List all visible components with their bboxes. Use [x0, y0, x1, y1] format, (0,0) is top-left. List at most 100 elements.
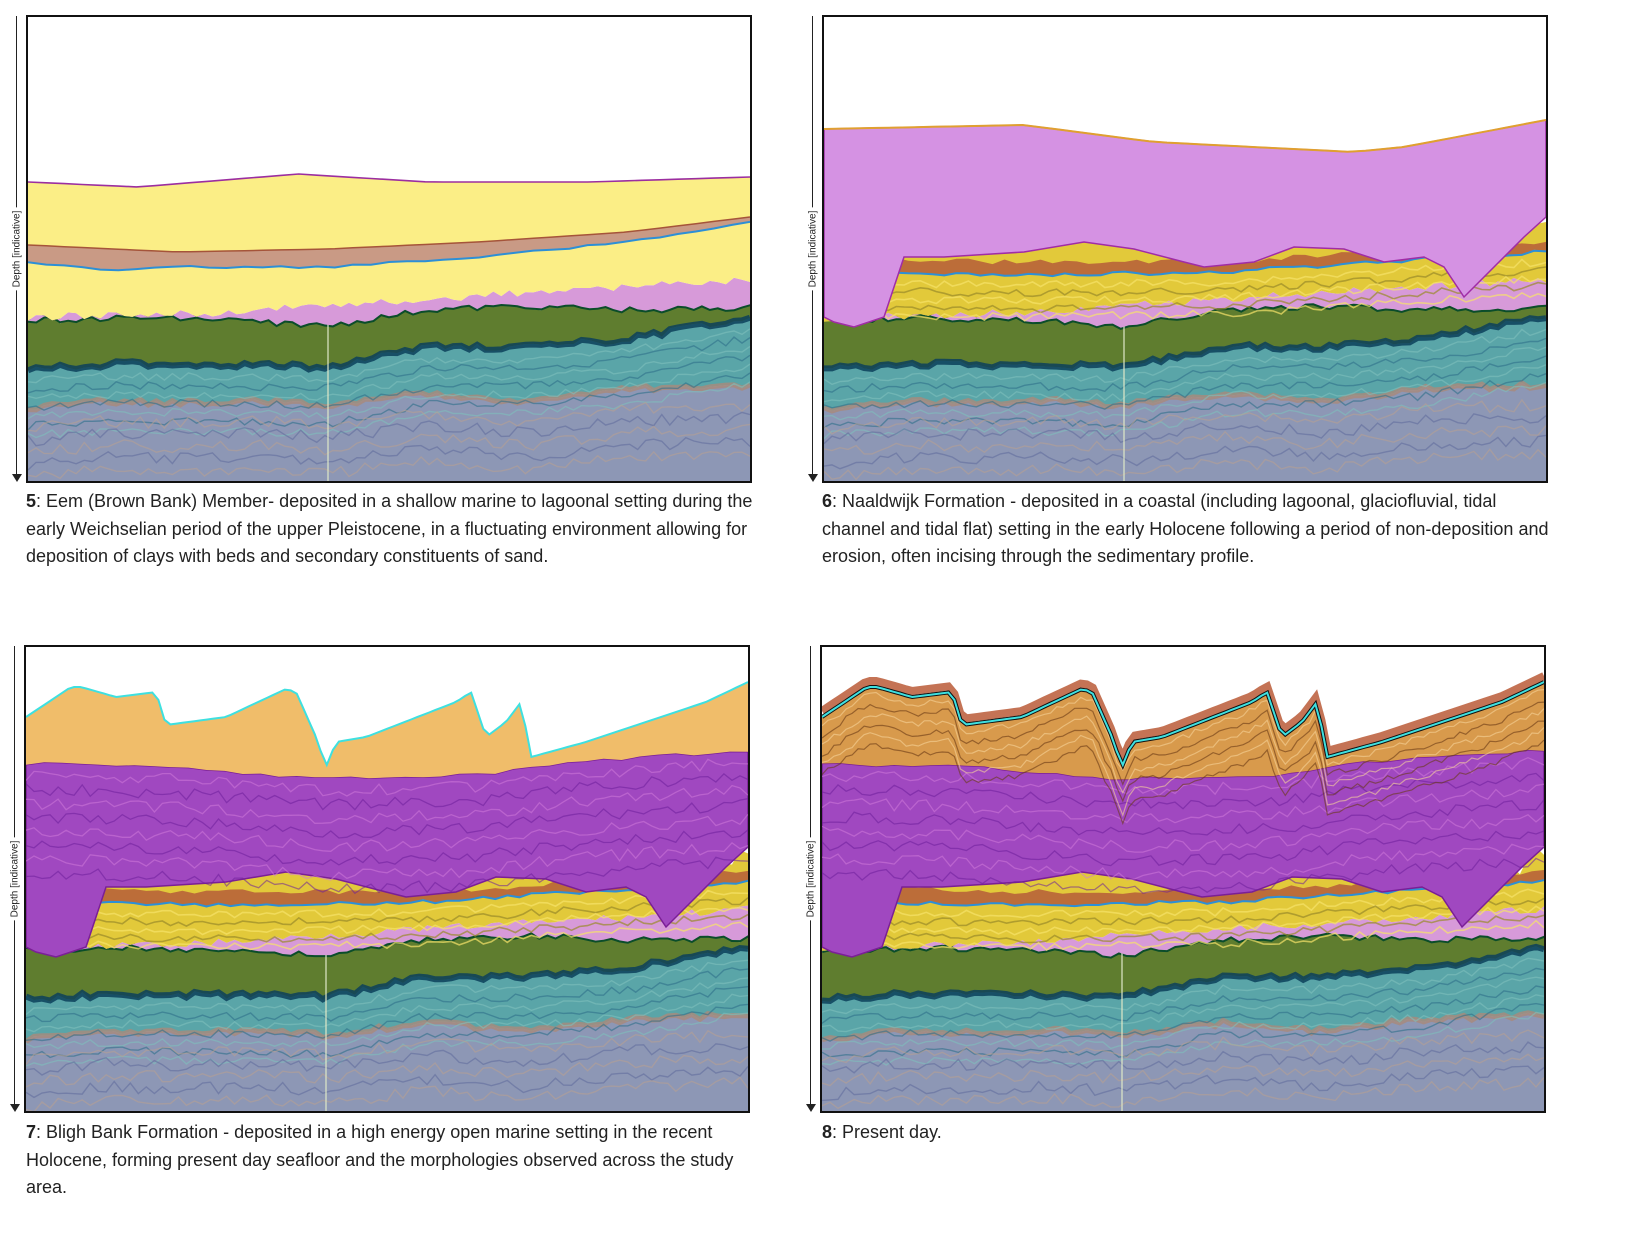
seismic-reflector	[822, 772, 1544, 810]
seismic-reflector	[822, 914, 1544, 944]
seafloor-horizon	[26, 681, 748, 768]
seismic-reflector	[822, 830, 1544, 867]
seismic-reflector	[26, 906, 748, 936]
seismic-reflector	[822, 814, 1544, 853]
seismic-reflector	[26, 897, 748, 927]
seismic-reflector	[822, 957, 1544, 1015]
seismic-reflector	[824, 413, 1546, 445]
dark-blue-horizon	[26, 944, 748, 1004]
cross-section-8	[820, 645, 1546, 1113]
seismic-reflector	[28, 436, 750, 471]
cross-section-svg-7	[26, 647, 748, 1111]
cross-section-svg-8	[822, 647, 1544, 1111]
brown-clay-band	[26, 870, 748, 908]
seismic-reflector	[28, 411, 750, 447]
seismic-reflector	[822, 843, 1544, 881]
seismic-reflector	[824, 328, 1546, 386]
caption-number: 6	[822, 491, 833, 511]
seismic-reflector	[824, 373, 1546, 429]
seismic-reflector	[824, 448, 1546, 481]
depth-axis: Depth [indicative]	[6, 16, 28, 482]
seafloor-texture	[822, 672, 1544, 770]
seismic-reflector	[822, 708, 1544, 794]
seismic-reflector	[822, 985, 1544, 1042]
seismic-reflector	[822, 783, 1544, 824]
seismic-reflector	[822, 799, 1544, 836]
seismic-reflector	[26, 986, 748, 1042]
seismic-reflector	[822, 1011, 1544, 1066]
seismic-reflector	[822, 905, 1544, 936]
seismic-reflector	[26, 856, 748, 895]
caption-7: 7: Bligh Bank Formation - deposited in a…	[26, 1119, 756, 1202]
seismic-reflector	[26, 1076, 748, 1111]
seismic-reflector	[822, 720, 1544, 803]
seismic-reflector	[822, 1065, 1544, 1102]
teal-unit	[824, 317, 1546, 411]
caption-number: 5	[26, 491, 37, 511]
seismic-reflector	[28, 336, 750, 394]
seismic-reflector	[822, 919, 1544, 952]
depth-axis-label: Depth [indicative]	[9, 837, 21, 921]
clay-top-horizon	[28, 216, 750, 253]
dark-blue-horizon	[28, 314, 750, 374]
arrow-down-icon	[806, 1104, 816, 1112]
seismic-reflector	[822, 897, 1544, 927]
caption-number: 7	[26, 1122, 37, 1142]
seismic-reflector	[26, 1054, 748, 1088]
seismic-reflector	[26, 1029, 748, 1065]
seismic-reflector	[28, 401, 750, 433]
cross-section-6	[822, 15, 1548, 483]
seismic-reflector	[26, 829, 748, 866]
seismic-reflector	[822, 756, 1544, 797]
depth-axis: Depth [indicative]	[4, 646, 26, 1112]
seismic-reflector	[822, 1002, 1544, 1058]
dark-blue-horizon	[824, 315, 1546, 372]
seismic-reflector	[822, 888, 1544, 919]
green-unit	[26, 930, 748, 1002]
brown-clay-band	[822, 870, 1544, 907]
seismic-reflector	[26, 758, 748, 797]
seismic-reflector	[824, 337, 1546, 393]
eem-top-horizon	[28, 173, 750, 188]
seismic-reflector	[824, 275, 1546, 305]
cross-section-5	[26, 15, 752, 483]
seismic-reflector	[822, 689, 1544, 772]
seismic-reflector	[28, 423, 750, 456]
seismic-reflector	[822, 967, 1544, 1024]
caption-text: : Bligh Bank Formation - deposited in a …	[26, 1122, 734, 1197]
seismic-reflector	[26, 813, 748, 853]
depth-axis-label: Depth [indicative]	[11, 207, 23, 291]
caption-5: 5: Eem (Brown Bank) Member- deposited in…	[26, 488, 756, 571]
seismic-reflector	[822, 1029, 1544, 1064]
cross-section-7	[24, 645, 750, 1113]
seismic-reflector	[26, 841, 748, 881]
arrow-down-icon	[10, 1104, 20, 1112]
seismic-reflector	[26, 959, 748, 1016]
seismic-reflector	[824, 364, 1546, 421]
seismic-reflector	[28, 372, 750, 431]
basement-unit	[822, 1012, 1544, 1111]
caption-text: : Naaldwijk Formation - deposited in a c…	[822, 491, 1549, 566]
dark-blue-horizon	[822, 943, 1544, 1005]
seismic-reflector	[26, 1043, 748, 1076]
caption-8: 8: Present day.	[822, 1119, 1552, 1147]
seismic-reflector	[822, 1053, 1544, 1087]
seismic-reflector	[28, 450, 750, 480]
blue-horizon	[822, 879, 1544, 908]
bligh-bank-unit	[26, 682, 748, 779]
seismic-reflector	[824, 434, 1546, 470]
seismic-reflector	[28, 354, 750, 411]
seismic-reflector	[824, 281, 1546, 314]
blue-horizon	[26, 879, 748, 908]
brown-clay-band	[824, 241, 1546, 277]
arrow-down-icon	[808, 474, 818, 482]
seismic-reflector	[822, 857, 1544, 894]
seismic-reflector	[26, 784, 748, 824]
pink-unit	[26, 905, 748, 956]
seismic-reflector	[822, 727, 1544, 817]
seismic-reflector	[824, 291, 1546, 322]
seismic-reflector	[28, 345, 750, 401]
seismic-reflector	[822, 1041, 1544, 1074]
seismic-reflector	[822, 739, 1544, 826]
arrow-down-icon	[12, 474, 22, 482]
